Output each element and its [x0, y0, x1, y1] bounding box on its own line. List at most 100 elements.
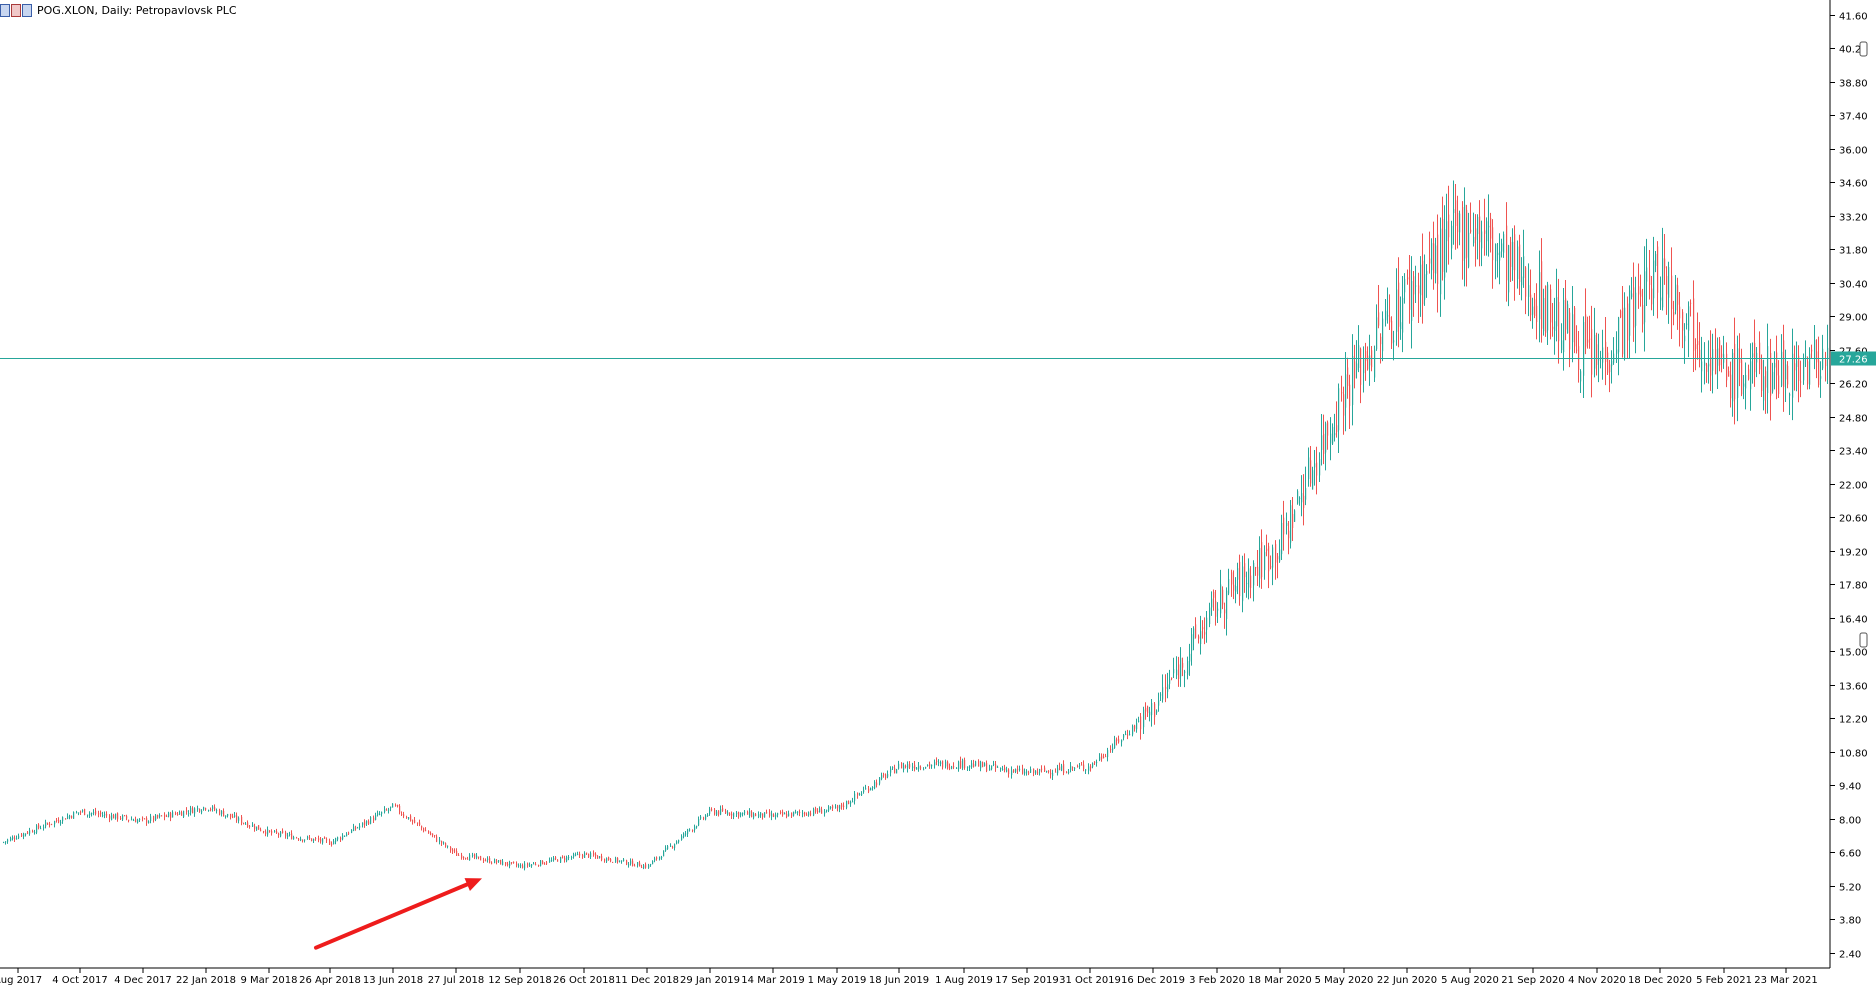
candle-body — [533, 863, 535, 865]
candle-body — [1250, 575, 1252, 588]
candle-body — [802, 813, 804, 815]
candle-body — [1827, 347, 1829, 360]
candle-body — [815, 808, 817, 812]
candle-body — [1550, 289, 1552, 323]
candle-body — [1198, 636, 1200, 639]
candle-body — [753, 813, 755, 818]
candle-body — [27, 832, 29, 834]
x-tick-label: 26 Oct 2018 — [553, 975, 615, 986]
candle-body — [1814, 339, 1816, 360]
candle-body — [799, 811, 801, 813]
scroll-handle-icon[interactable] — [1859, 41, 1868, 57]
candle-body — [527, 863, 529, 866]
chart-window-icon[interactable] — [0, 3, 10, 17]
candle-body — [507, 863, 509, 866]
candle-body — [747, 811, 749, 815]
candle-body — [797, 811, 799, 813]
candle-body — [529, 864, 531, 867]
candle-body — [192, 808, 194, 814]
candle-body — [1783, 340, 1785, 387]
candle-body — [480, 856, 482, 861]
candle-body — [106, 814, 108, 816]
candle-body — [1367, 355, 1369, 370]
candle-body — [775, 814, 777, 817]
candle-body — [731, 813, 733, 816]
candle-body — [909, 764, 911, 768]
candle-body — [1756, 352, 1758, 363]
candle-body — [43, 827, 45, 829]
x-tick-label: 22 Jun 2020 — [1377, 975, 1437, 986]
candle-body — [1706, 364, 1708, 372]
candle-body — [1321, 435, 1323, 450]
chart-window-icon[interactable] — [22, 3, 32, 17]
candle-body — [551, 859, 553, 861]
candle-body — [1305, 488, 1307, 500]
candle-body — [1495, 244, 1497, 262]
candle-body — [421, 825, 423, 828]
candle-body — [1374, 349, 1376, 378]
candle-body — [1180, 657, 1182, 677]
candle-body — [975, 761, 977, 766]
candle-body — [934, 761, 936, 766]
candle-body — [1442, 218, 1444, 272]
candle-body — [1301, 493, 1303, 503]
candle-body — [1057, 768, 1059, 774]
candle-body — [729, 813, 731, 816]
candle-body — [1138, 720, 1140, 722]
candle-body — [839, 805, 841, 809]
candle-body — [1530, 294, 1532, 316]
candle-body — [331, 843, 333, 845]
candle-body — [590, 853, 592, 857]
chart-window-icon[interactable] — [11, 3, 21, 17]
candle-body — [923, 769, 925, 771]
x-tick-label: 11 Dec 2018 — [615, 975, 679, 986]
candle-body — [1618, 317, 1620, 353]
y-tick-label: 9.40 — [1839, 782, 1861, 793]
candle-body — [120, 818, 122, 820]
candle-body — [18, 835, 20, 839]
y-tick-label: 5.20 — [1839, 883, 1861, 894]
candle-body — [549, 859, 551, 863]
candle-body — [1099, 756, 1101, 761]
scroll-handle-icon[interactable] — [1859, 632, 1868, 648]
candle-body — [1035, 770, 1037, 774]
candle-body — [1552, 326, 1554, 330]
candle-body — [1121, 739, 1123, 743]
x-tick-label: 9 Mar 2018 — [240, 975, 297, 986]
candle-body — [1510, 241, 1512, 267]
candle-body — [1561, 340, 1563, 351]
candle-body — [1200, 631, 1202, 645]
candle-body — [1055, 771, 1057, 773]
candle-body — [736, 812, 738, 815]
candle-body — [1253, 562, 1255, 586]
candle-body — [67, 816, 69, 819]
candle-body — [285, 832, 287, 837]
candle-body — [223, 810, 225, 817]
candle-body — [1433, 243, 1435, 274]
candle-body — [634, 865, 636, 867]
candle-body — [722, 808, 724, 811]
candle-body — [1215, 600, 1217, 617]
candle-body — [1085, 769, 1087, 771]
candle-body — [1396, 289, 1398, 332]
candle-body — [1077, 766, 1079, 768]
candle-body — [1596, 344, 1598, 365]
x-tick-label: 1 May 2019 — [808, 975, 867, 986]
candle-body — [630, 860, 632, 864]
candle-body — [1354, 361, 1356, 379]
candle-body — [674, 844, 676, 848]
candle-body — [1543, 297, 1545, 332]
y-tick-label: 33.20 — [1839, 213, 1868, 224]
candle-body — [703, 817, 705, 819]
candle-body — [1508, 245, 1510, 293]
candle-body — [1154, 703, 1156, 717]
candle-body — [249, 825, 251, 827]
candle-body — [936, 760, 938, 762]
candle-body — [60, 822, 62, 824]
candle-body — [1459, 213, 1461, 233]
y-tick-label: 34.60 — [1839, 179, 1868, 190]
candle-body — [896, 769, 898, 774]
candle-body — [960, 760, 962, 768]
